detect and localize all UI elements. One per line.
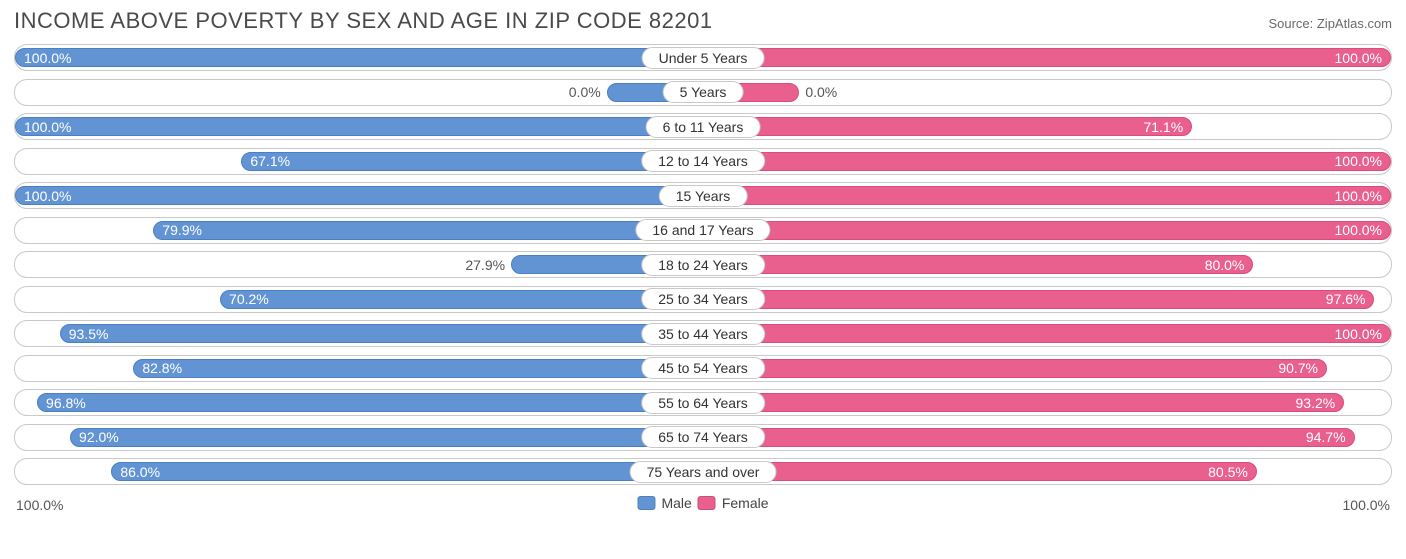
category-label: 16 and 17 Years (635, 219, 770, 241)
male-bar: 82.8% (133, 359, 703, 378)
category-label: 25 to 34 Years (641, 288, 765, 310)
chart-row: 96.8% 93.2% 55 to 64 Years (14, 389, 1392, 416)
male-bar: 100.0% (15, 117, 703, 136)
female-value-label: 0.0% (805, 84, 837, 100)
female-value-label: 90.7% (1278, 360, 1318, 376)
male-value-label: 100.0% (24, 188, 71, 204)
male-value-label: 27.9% (465, 257, 505, 273)
female-bar: 80.0% (703, 255, 1253, 274)
female-bar: 93.2% (703, 393, 1344, 412)
male-bar: 100.0% (15, 186, 703, 205)
category-label: Under 5 Years (642, 47, 765, 69)
category-label: 75 Years and over (630, 461, 777, 483)
male-bar: 92.0% (70, 428, 703, 447)
female-bar: 100.0% (703, 324, 1391, 343)
axis-right-label: 100.0% (1343, 497, 1390, 513)
female-bar: 90.7% (703, 359, 1327, 378)
female-bar: 100.0% (703, 221, 1391, 240)
female-value-label: 93.2% (1296, 395, 1336, 411)
female-value-label: 100.0% (1335, 50, 1382, 66)
male-bar: 100.0% (15, 48, 703, 67)
chart-row: 0.0% 0.0% 5 Years (14, 79, 1392, 106)
male-value-label: 70.2% (229, 291, 269, 307)
female-value-label: 80.5% (1208, 464, 1248, 480)
chart-legend: Male Female (637, 495, 768, 511)
category-label: 45 to 54 Years (641, 357, 765, 379)
female-value-label: 71.1% (1143, 119, 1183, 135)
chart-row: 86.0% 80.5% 75 Years and over (14, 458, 1392, 485)
chart-row: 67.1% 100.0% 12 to 14 Years (14, 148, 1392, 175)
chart-source: Source: ZipAtlas.com (1268, 16, 1392, 31)
female-bar: 94.7% (703, 428, 1355, 447)
male-value-label: 86.0% (120, 464, 160, 480)
category-label: 65 to 74 Years (641, 426, 765, 448)
male-value-label: 0.0% (569, 84, 601, 100)
chart-row: 79.9% 100.0% 16 and 17 Years (14, 217, 1392, 244)
male-value-label: 93.5% (69, 326, 109, 342)
category-label: 35 to 44 Years (641, 323, 765, 345)
category-label: 55 to 64 Years (641, 392, 765, 414)
category-label: 12 to 14 Years (641, 150, 765, 172)
diverging-bar-chart: 100.0% 100.0% Under 5 Years 0.0% 0.0% 5 Years… (14, 44, 1392, 485)
chart-row: 92.0% 94.7% 65 to 74 Years (14, 424, 1392, 451)
chart-row: 70.2% 97.6% 25 to 34 Years (14, 286, 1392, 313)
category-label: 6 to 11 Years (646, 116, 761, 138)
female-bar: 71.1% (703, 117, 1192, 136)
chart-title: INCOME ABOVE POVERTY BY SEX AND AGE IN Z… (14, 8, 713, 34)
female-value-label: 97.6% (1326, 291, 1366, 307)
female-bar: 100.0% (703, 152, 1391, 171)
chart-header: INCOME ABOVE POVERTY BY SEX AND AGE IN Z… (14, 8, 1392, 34)
axis-left-label: 100.0% (16, 497, 63, 513)
male-value-label: 82.8% (142, 360, 182, 376)
female-value-label: 100.0% (1335, 188, 1382, 204)
female-bar: 80.5% (703, 462, 1257, 481)
male-value-label: 79.9% (162, 222, 202, 238)
chart-row: 27.9% 80.0% 18 to 24 Years (14, 251, 1392, 278)
category-label: 15 Years (659, 185, 748, 207)
male-bar: 93.5% (60, 324, 703, 343)
chart-footer: 100.0% Male Female 100.0% (14, 493, 1392, 521)
legend-female-label: Female (722, 495, 769, 511)
male-value-label: 92.0% (79, 429, 119, 445)
male-bar: 86.0% (111, 462, 703, 481)
female-value-label: 80.0% (1205, 257, 1245, 273)
male-bar: 96.8% (37, 393, 703, 412)
chart-row: 82.8% 90.7% 45 to 54 Years (14, 355, 1392, 382)
female-bar: 100.0% (703, 186, 1391, 205)
male-bar: 79.9% (153, 221, 703, 240)
female-bar: 100.0% (703, 48, 1391, 67)
chart-row: 93.5% 100.0% 35 to 44 Years (14, 320, 1392, 347)
male-swatch (637, 496, 655, 510)
female-value-label: 100.0% (1335, 222, 1382, 238)
category-label: 5 Years (663, 81, 744, 103)
male-value-label: 67.1% (250, 153, 290, 169)
male-value-label: 100.0% (24, 50, 71, 66)
female-value-label: 94.7% (1306, 429, 1346, 445)
male-bar: 67.1% (241, 152, 703, 171)
chart-row: 100.0% 100.0% 15 Years (14, 182, 1392, 209)
legend-male-label: Male (661, 495, 691, 511)
chart-row: 100.0% 71.1% 6 to 11 Years (14, 113, 1392, 140)
female-value-label: 100.0% (1335, 326, 1382, 342)
female-bar: 97.6% (703, 290, 1374, 309)
male-bar: 70.2% (220, 290, 703, 309)
female-value-label: 100.0% (1335, 153, 1382, 169)
female-swatch (698, 496, 716, 510)
male-value-label: 100.0% (24, 119, 71, 135)
male-value-label: 96.8% (46, 395, 86, 411)
chart-row: 100.0% 100.0% Under 5 Years (14, 44, 1392, 71)
category-label: 18 to 24 Years (641, 254, 765, 276)
